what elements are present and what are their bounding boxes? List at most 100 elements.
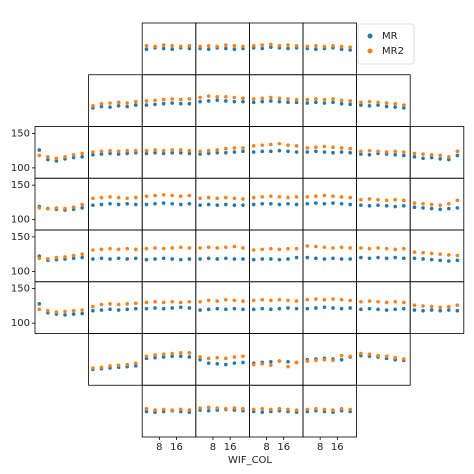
point <box>206 256 211 261</box>
point <box>305 195 310 199</box>
point <box>99 104 104 109</box>
point <box>153 353 157 357</box>
panel-frame <box>302 384 357 438</box>
point <box>178 150 183 155</box>
point <box>153 257 157 261</box>
point <box>133 306 138 311</box>
point <box>367 148 372 153</box>
point <box>170 354 175 359</box>
point <box>99 365 104 370</box>
point <box>133 301 138 305</box>
point <box>144 99 149 103</box>
point <box>367 352 372 357</box>
point <box>322 150 327 154</box>
point <box>133 361 138 365</box>
point <box>144 194 149 198</box>
point <box>277 141 282 146</box>
point <box>331 150 335 155</box>
point <box>161 148 166 153</box>
point <box>429 206 434 211</box>
point <box>294 408 299 412</box>
point <box>224 297 228 302</box>
point <box>241 360 245 365</box>
point <box>198 149 202 154</box>
point <box>331 97 335 101</box>
point <box>108 101 112 105</box>
point <box>71 253 76 258</box>
point <box>305 306 310 311</box>
panel-frame <box>248 229 304 283</box>
point <box>376 100 380 105</box>
point <box>144 47 149 52</box>
point <box>260 410 265 414</box>
point <box>178 305 183 310</box>
panel-frame <box>356 177 411 231</box>
point <box>133 148 138 153</box>
point <box>108 201 112 206</box>
point <box>241 354 245 359</box>
point <box>108 257 112 261</box>
point <box>54 310 59 314</box>
point <box>314 149 318 154</box>
point <box>224 202 228 207</box>
point <box>359 246 363 250</box>
point <box>286 143 290 147</box>
panel-frame <box>302 22 357 76</box>
point <box>224 43 228 47</box>
point <box>269 363 273 368</box>
point <box>260 43 265 47</box>
panel-frame <box>88 281 143 334</box>
point <box>71 308 76 313</box>
panel-frame <box>409 177 465 231</box>
point <box>99 152 104 156</box>
point <box>305 97 310 102</box>
point <box>116 308 121 312</box>
point <box>125 104 129 109</box>
point <box>63 309 67 314</box>
point <box>116 149 121 154</box>
point <box>133 256 138 261</box>
legend-label: MR <box>382 31 398 42</box>
point <box>393 307 397 312</box>
point <box>305 255 310 260</box>
point <box>412 250 417 254</box>
point <box>161 352 166 357</box>
x-tick-label: 16 <box>224 442 237 453</box>
x-tick-label: 8 <box>156 442 162 453</box>
point <box>153 246 157 250</box>
point <box>251 362 256 367</box>
point <box>232 306 237 311</box>
point <box>187 148 192 153</box>
point <box>384 101 389 105</box>
point <box>359 149 363 154</box>
point <box>286 201 290 206</box>
point <box>348 202 352 207</box>
point <box>269 257 273 261</box>
point <box>367 306 372 311</box>
panel-frame <box>409 281 465 334</box>
point <box>269 246 273 251</box>
point <box>260 297 265 302</box>
point <box>269 149 273 154</box>
point <box>359 197 363 202</box>
point <box>401 256 406 261</box>
point <box>99 247 104 252</box>
point <box>161 256 166 261</box>
point <box>91 203 95 207</box>
point <box>367 99 372 104</box>
point <box>99 202 104 207</box>
panel-frame <box>248 281 304 334</box>
point <box>80 308 84 312</box>
point <box>178 300 183 305</box>
point <box>187 43 192 48</box>
point <box>269 194 273 198</box>
point <box>322 193 327 198</box>
point <box>455 253 460 258</box>
panel-frame <box>141 333 197 386</box>
point <box>170 97 175 101</box>
point <box>71 205 76 210</box>
point <box>314 306 318 310</box>
panel-frame <box>356 333 411 386</box>
point <box>322 257 327 261</box>
